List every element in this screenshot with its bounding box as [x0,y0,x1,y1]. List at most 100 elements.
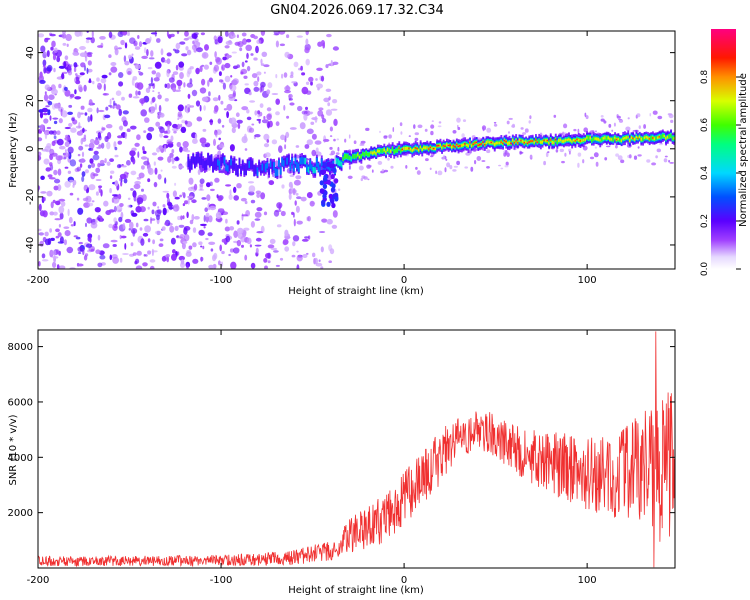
noise-speckle [481,160,486,162]
noise-blob [96,107,99,114]
noise-blob [274,209,282,213]
noise-blob [267,244,275,249]
noise-speckle [493,123,498,127]
ridge-cell [615,138,618,141]
noise-blob [87,68,93,73]
x-tick-label: -100 [210,275,233,286]
noise-blob [39,124,45,132]
noise-blob [219,244,222,252]
noise-blob [267,82,273,89]
noise-blob [151,70,157,75]
noise-blob [74,31,82,37]
y-tick-label: 0 [25,146,36,152]
noise-speckle [568,148,572,152]
noise-blob [249,100,256,103]
noise-blob [282,240,288,246]
noise-blob [92,80,95,85]
noise-blob [152,201,157,207]
spectrogram-x-ticks: -200 -100 0 100 [27,31,597,286]
noise-blob [45,105,50,108]
ridge-cell [376,149,379,153]
ridge-cell [563,139,565,143]
noise-blob [228,194,233,201]
noise-speckle [561,132,567,135]
noise-blob [69,179,74,183]
noise-blob [236,183,242,189]
ridge-cell [192,154,195,164]
ridge-cell [319,166,322,174]
noise-blob [190,186,195,190]
ridge-cell [655,136,658,141]
noise-blob [78,241,83,245]
noise-blob [131,147,137,152]
noise-blob [241,136,248,144]
noise-blob [113,141,117,149]
noise-blob [157,206,160,209]
noise-blob [178,224,185,228]
noise-blob [332,46,339,51]
ridge-cell [231,160,234,171]
noise-blob [256,193,261,199]
noise-blob [302,254,308,258]
x-tick-label: 0 [401,575,407,586]
noise-blob [330,108,338,111]
noise-blob [306,139,313,146]
noise-blob [39,79,46,84]
noise-speckle [595,161,599,167]
noise-blob [305,58,310,66]
noise-blob [44,131,48,140]
y-tick-label: 6000 [8,397,33,408]
noise-blob [97,262,103,268]
figure-title: GN04.2026.069.17.32.C34 [270,3,444,18]
ridge-cell [383,148,386,152]
noise-blob [124,42,128,49]
noise-blob [119,234,122,240]
noise-blob [112,194,119,197]
noise-blob [255,247,259,254]
noise-blob [185,46,189,51]
noise-speckle [486,127,492,133]
ridge-cell [503,140,506,142]
noise-blob [254,134,261,138]
noise-blob [100,189,103,197]
noise-speckle [337,146,340,152]
ridge-cell [294,157,297,165]
noise-blob [325,88,332,93]
noise-blob [120,235,127,239]
noise-blob [174,225,179,231]
noise-speckle [348,134,351,139]
noise-blob [296,35,303,38]
noise-blob [60,201,66,207]
ridge-cell [307,167,310,173]
noise-blob [124,218,132,223]
ridge-cell [401,148,404,150]
noise-speckle [383,135,388,139]
ridge-cell [498,141,501,145]
noise-speckle [456,117,461,123]
noise-speckle [347,175,353,179]
noise-blob [187,93,191,99]
ridge-cell [620,139,623,142]
y-tick-label: 4000 [8,453,33,464]
noise-blob [52,261,57,268]
noise-speckle [585,115,589,120]
ridge-cell [350,156,353,162]
noise-blob [146,132,153,141]
ridge-cell [223,157,226,165]
noise-blob [122,31,128,36]
noise-blob [256,71,262,76]
noise-speckle [651,162,657,166]
noise-blob [304,236,309,239]
noise-blob [138,41,143,48]
ridge-cell [439,143,442,147]
noise-blob [49,162,53,167]
noise-speckle [577,152,582,157]
noise-blob [183,82,186,88]
ridge-cell [546,140,549,142]
ridge-smear [322,183,328,189]
noise-blob [172,249,176,254]
ridge-cell [187,156,190,167]
noise-blob [186,82,193,88]
noise-blob [124,60,130,66]
